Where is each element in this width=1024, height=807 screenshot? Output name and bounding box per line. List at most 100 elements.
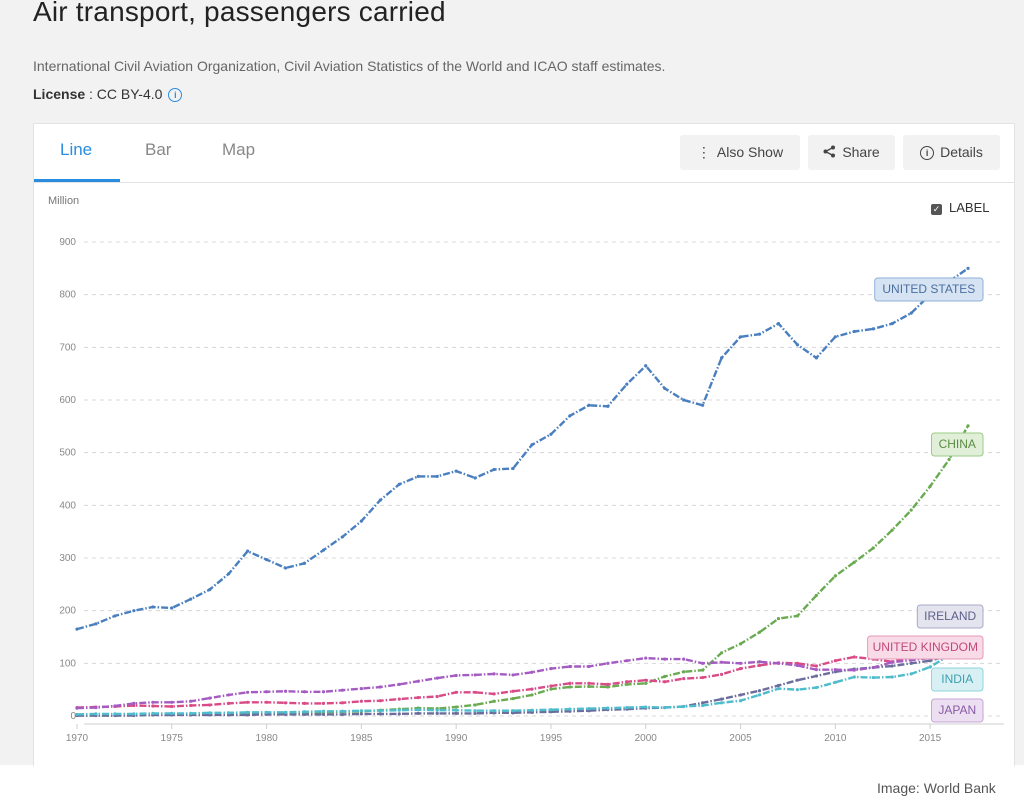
data-point	[530, 443, 534, 447]
data-point	[663, 674, 667, 679]
share-button[interactable]: Share	[808, 135, 895, 170]
data-point	[795, 663, 800, 668]
data-point	[682, 704, 686, 709]
data-point	[719, 697, 724, 701]
data-point	[264, 557, 269, 562]
data-point	[568, 414, 572, 418]
data-point	[75, 706, 79, 710]
data-point	[359, 519, 363, 523]
data-point	[909, 661, 913, 665]
data-point	[492, 699, 496, 703]
checkbox-icon: ✓	[931, 204, 942, 215]
data-point	[757, 332, 762, 336]
data-point	[189, 703, 193, 708]
tab-map[interactable]: Map	[222, 140, 256, 159]
data-point	[151, 711, 155, 715]
end-label-box	[931, 667, 984, 692]
y-axis-label: Million	[48, 195, 79, 207]
data-point	[795, 614, 800, 618]
data-point	[719, 660, 724, 664]
x-tick-label: 1985	[350, 733, 373, 744]
data-point	[511, 466, 515, 471]
data-point	[340, 709, 345, 713]
data-point	[701, 661, 705, 665]
data-point	[511, 673, 515, 677]
data-point	[473, 709, 477, 713]
data-point	[511, 697, 515, 701]
label-toggle[interactable]: ✓ LABEL	[931, 200, 989, 215]
data-point	[776, 322, 781, 326]
also-show-button[interactable]: ⋮ Also Show	[680, 135, 800, 170]
data-point	[435, 474, 439, 478]
x-tick-label: 2000	[635, 733, 658, 744]
data-point	[682, 398, 686, 402]
data-point	[227, 711, 231, 715]
data-point	[890, 528, 894, 532]
data-point	[75, 712, 79, 717]
data-point	[397, 697, 401, 701]
data-point	[473, 476, 477, 480]
data-point	[871, 665, 875, 670]
data-point	[170, 711, 174, 715]
end-label: IRELAND	[924, 609, 976, 623]
data-point	[587, 707, 591, 711]
data-point	[625, 680, 629, 684]
data-point	[473, 673, 477, 677]
data-point	[208, 588, 212, 592]
data-point	[340, 535, 345, 539]
data-point	[132, 712, 136, 716]
data-point	[75, 627, 79, 631]
data-point	[359, 712, 363, 716]
data-point	[776, 616, 781, 621]
x-tick-label: 1975	[161, 733, 184, 744]
data-point	[814, 668, 818, 672]
data-point	[170, 704, 174, 709]
data-point	[378, 709, 382, 713]
data-point	[928, 484, 932, 488]
data-point	[302, 690, 307, 694]
tab-line[interactable]: Line	[60, 140, 93, 159]
tab-bar[interactable]: Bar	[145, 140, 172, 159]
details-button[interactable]: i Details	[903, 135, 1000, 170]
data-point	[852, 560, 856, 564]
data-point	[644, 364, 648, 368]
data-point	[321, 709, 326, 713]
data-point	[606, 661, 610, 665]
data-point	[625, 705, 629, 710]
data-point	[549, 432, 553, 436]
data-point	[682, 677, 686, 681]
data-point	[852, 668, 856, 672]
data-point	[530, 670, 534, 674]
data-point	[492, 692, 496, 696]
data-point	[530, 693, 534, 697]
data-point	[644, 678, 648, 682]
active-tab-indicator	[34, 179, 120, 182]
data-point	[132, 701, 136, 705]
data-point	[606, 706, 610, 710]
data-point	[492, 672, 496, 676]
data-point	[852, 655, 856, 659]
share-label: Share	[842, 144, 880, 160]
data-point	[264, 710, 269, 714]
y-tick-label: 800	[59, 290, 76, 301]
data-point	[378, 712, 382, 716]
data-point	[738, 661, 743, 665]
data-point	[435, 708, 439, 712]
data-point	[397, 482, 401, 486]
x-tick-label: 1990	[445, 733, 468, 744]
end-label: INDIA	[941, 672, 973, 686]
info-icon[interactable]: i	[168, 88, 183, 102]
data-point	[549, 708, 553, 712]
data-point	[966, 266, 970, 270]
data-point	[530, 708, 534, 712]
data-point	[776, 683, 781, 688]
data-point	[397, 682, 401, 687]
data-point	[701, 675, 705, 680]
data-point	[719, 672, 724, 676]
data-point	[890, 660, 894, 664]
data-point	[340, 688, 345, 692]
data-point	[719, 651, 724, 655]
data-point	[416, 711, 420, 715]
data-point	[606, 404, 610, 408]
data-point	[511, 709, 515, 713]
